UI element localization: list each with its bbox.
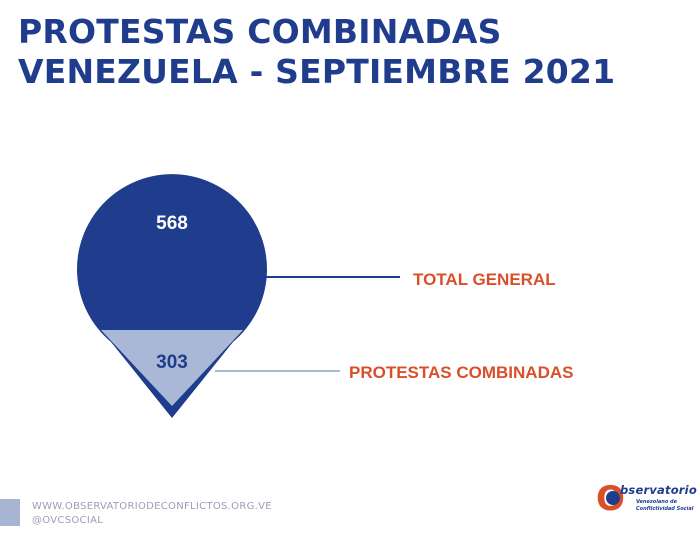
logo-subtitle-1: Venezolano de (636, 499, 677, 505)
chart-title: PROTESTAS COMBINADAS VENEZUELA - SEPTIEM… (18, 12, 615, 92)
inner-teardrop-section (101, 330, 243, 406)
logo-word: bservatorio (620, 483, 697, 497)
observatorio-logo: O bservatorio Venezolano de Conflictivid… (596, 480, 697, 520)
legend-label-combined: PROTESTAS COMBINADAS (349, 363, 573, 382)
footer-accent-square (0, 499, 20, 526)
chart-title-line-2: VENEZUELA - SEPTIEMBRE 2021 (18, 52, 616, 91)
chart-title-line-1: PROTESTAS COMBINADAS (18, 12, 502, 51)
logo-dot-icon (606, 491, 620, 505)
logo-subtitle-2: Conflictividad Social (636, 506, 694, 512)
value-label-combined: 303 (156, 352, 188, 373)
value-label-total: 568 (156, 213, 188, 234)
legend-label-total: TOTAL GENERAL (413, 270, 556, 289)
outer-teardrop-shape (77, 174, 268, 418)
footer-social-handle[interactable]: @OVCSOCIAL (32, 515, 104, 526)
footer-website[interactable]: WWW.OBSERVATORIODECONFLICTOS.ORG.VE (32, 501, 272, 512)
